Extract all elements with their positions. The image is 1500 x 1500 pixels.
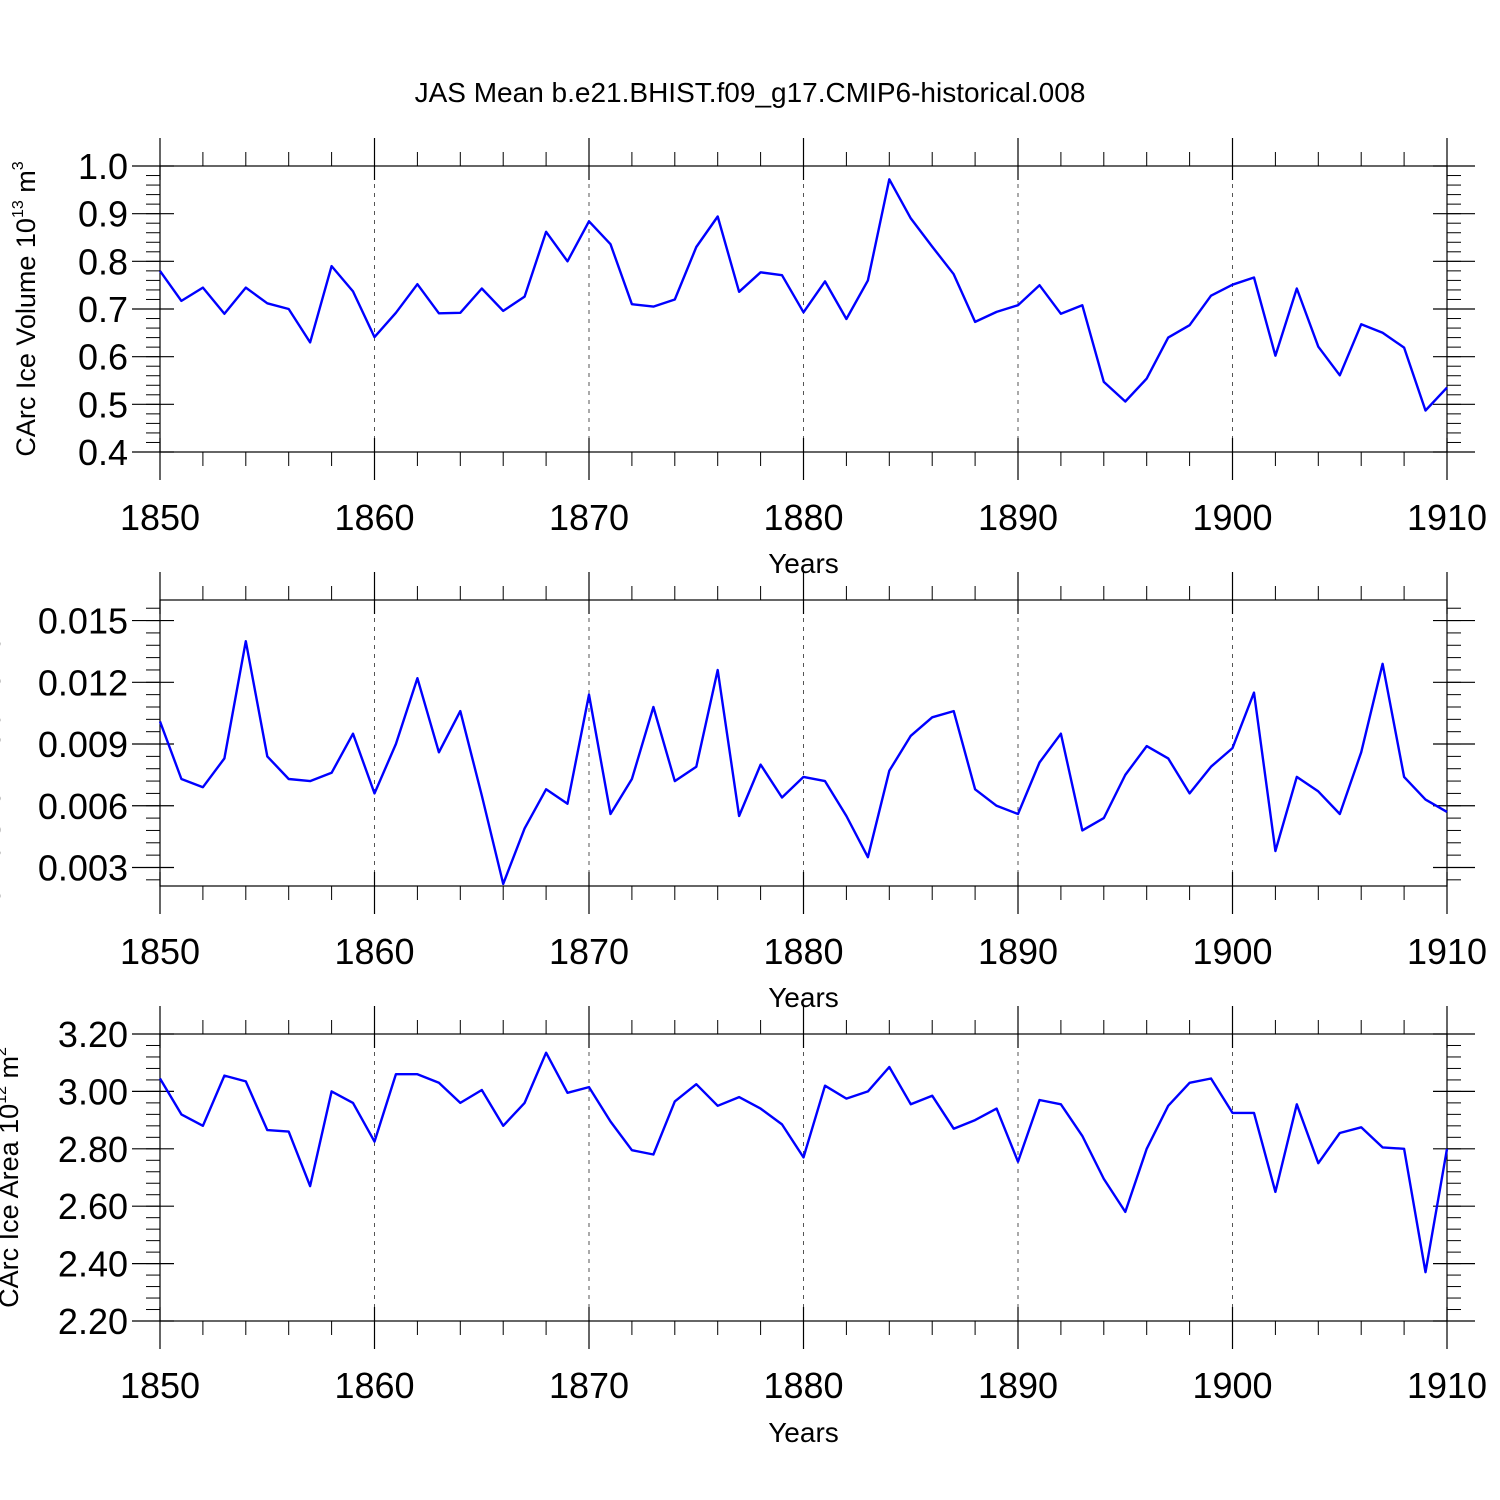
y-axis-label-part: m: [0, 1056, 24, 1086]
x-axis-label: Years: [768, 1417, 839, 1448]
series-line: [158, 640, 1448, 886]
x-tick-label: 1880: [763, 497, 843, 538]
series-line: [158, 1051, 1449, 1274]
y-axis-label-part: CArc Ice Volume 10: [11, 218, 41, 457]
y-axis-label-part: 3: [10, 161, 27, 170]
chart-panel-1: 1850 1860 1870 1880 1890 1900 1910Years0.40.50…: [10, 138, 1487, 579]
chart-panel-3: 1850 1860 1870 1880 1890 1900 1910 Years 2.20 2.4…: [0, 1006, 1487, 1448]
x-tick-label: 1900: [1192, 931, 1272, 972]
y-axis-label: CArc Ice Area 1012 m2: [0, 1047, 24, 1308]
y-tick-label: 2.20: [58, 1301, 128, 1342]
y-axis-label: CArc Snow Volume 1013 m3: [0, 579, 6, 906]
y-axis-label-part: CArc Ice Area 10: [0, 1104, 24, 1308]
y-tick-label: 0.003: [38, 847, 128, 888]
x-tick-label: 1910: [1407, 497, 1487, 538]
y-tick-label: 0.015: [38, 601, 128, 642]
x-tick-label: 1900: [1192, 497, 1272, 538]
x-tick-label: 1850: [120, 931, 200, 972]
x-tick-label: 1850: [120, 497, 200, 538]
x-tick-label: 1870: [549, 497, 629, 538]
x-tick-label: 1890: [978, 931, 1058, 972]
x-tick-label: 1860: [334, 497, 414, 538]
y-tick-label: 0.8: [78, 241, 128, 282]
y-tick-label: 0.012: [38, 662, 128, 703]
x-tick-label: 1890: [978, 1365, 1058, 1406]
x-tick-label: 1880: [763, 931, 843, 972]
y-tick-label: 3.20: [58, 1014, 128, 1055]
y-tick-label: 2.40: [58, 1244, 128, 1285]
y-tick-label: 0.6: [78, 337, 128, 378]
y-tick-label: 1.0: [78, 146, 128, 187]
y-axis-label-part: m: [11, 170, 41, 200]
y-tick-label: 0.9: [78, 194, 128, 235]
y-axis-label-part: m: [0, 588, 6, 618]
x-tick-label: 1890: [978, 497, 1058, 538]
y-axis-label-part: CArc Snow Volume 10: [0, 636, 6, 906]
y-axis-label-part: 2: [0, 1047, 10, 1056]
y-tick-label: 2.60: [58, 1186, 128, 1227]
x-tick-label: 1910: [1407, 1365, 1487, 1406]
y-tick-label: 0.7: [78, 289, 128, 330]
x-tick-label: 1910: [1407, 931, 1487, 972]
series-line: [159, 178, 1448, 412]
y-tick-label: 0.4: [78, 432, 128, 473]
x-tick-label: 1860: [334, 1365, 414, 1406]
x-tick-label: 1900: [1192, 1365, 1272, 1406]
y-axis-label: CArc Ice Volume 1013 m3: [10, 161, 41, 456]
y-tick-label: 2.80: [58, 1129, 128, 1170]
y-tick-label: 0.006: [38, 786, 128, 827]
y-axis-label-part: 13: [10, 200, 27, 218]
chart-title: JAS Mean b.e21.BHIST.f09_g17.CMIP6-histo…: [415, 77, 1086, 108]
x-tick-label: 1870: [549, 1365, 629, 1406]
x-tick-label: 1850: [120, 1365, 200, 1406]
x-tick-label: 1870: [549, 931, 629, 972]
y-tick-label: 3.00: [58, 1071, 128, 1112]
x-tick-label: 1880: [763, 1365, 843, 1406]
y-tick-label: 0.5: [78, 384, 128, 425]
panels: 1850 1860 1870 1880 1890 1900 1910 Years 0.4 0.5 0…: [0, 138, 1487, 1448]
y-axis-label-part: 12: [0, 1086, 10, 1104]
x-tick-label: 1860: [334, 931, 414, 972]
chart-panel-2: 1850 1860 1870 1880 1890 1900 1910Years0.0030.…: [0, 572, 1487, 1013]
y-tick-label: 0.009: [38, 724, 128, 765]
